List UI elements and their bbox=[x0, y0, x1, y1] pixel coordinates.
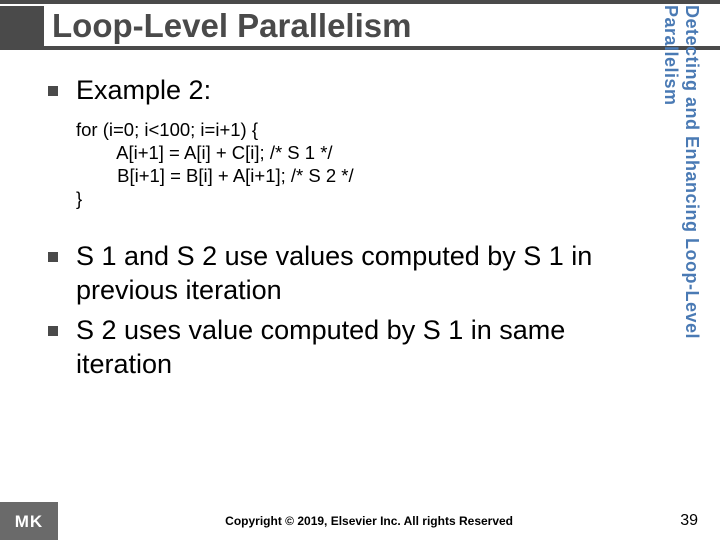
title-divider-top bbox=[0, 0, 720, 4]
example-heading-row: Example 2: bbox=[48, 74, 670, 108]
code-line: A[i+1] = A[i] + C[i]; /* S 1 */ bbox=[76, 141, 670, 164]
code-block: for (i=0; i<100; i=i+1) { A[i+1] = A[i] … bbox=[48, 118, 670, 211]
title-bar: Loop-Level Parallelism bbox=[0, 0, 720, 50]
point-row: S 1 and S 2 use values computed by S 1 i… bbox=[48, 240, 660, 308]
code-line: B[i+1] = B[i] + A[i+1]; /* S 2 */ bbox=[76, 164, 670, 187]
code-line: for (i=0; i<100; i=i+1) { bbox=[76, 118, 670, 141]
slide-container: Loop-Level Parallelism Detecting and Enh… bbox=[0, 0, 720, 540]
bullet-icon bbox=[48, 252, 58, 262]
publisher-logo: MK bbox=[0, 502, 58, 540]
code-line: } bbox=[76, 187, 670, 210]
copyright-text: Copyright © 2019, Elsevier Inc. All righ… bbox=[58, 514, 680, 528]
title-row: Loop-Level Parallelism bbox=[0, 6, 720, 50]
example-heading: Example 2: bbox=[76, 74, 211, 108]
content-area: Example 2: for (i=0; i<100; i=i+1) { A[i… bbox=[0, 50, 720, 381]
page-number: 39 bbox=[680, 512, 720, 530]
footer: MK Copyright © 2019, Elsevier Inc. All r… bbox=[0, 502, 720, 540]
title-stub bbox=[0, 6, 44, 46]
slide-title: Loop-Level Parallelism bbox=[44, 7, 411, 45]
logo-text: MK bbox=[15, 513, 43, 530]
point-text: S 1 and S 2 use values computed by S 1 i… bbox=[76, 240, 660, 308]
bullet-icon bbox=[48, 86, 58, 96]
point-row: S 2 uses value computed by S 1 in same i… bbox=[48, 314, 660, 382]
point-text: S 2 uses value computed by S 1 in same i… bbox=[76, 314, 660, 382]
bullet-icon bbox=[48, 326, 58, 336]
